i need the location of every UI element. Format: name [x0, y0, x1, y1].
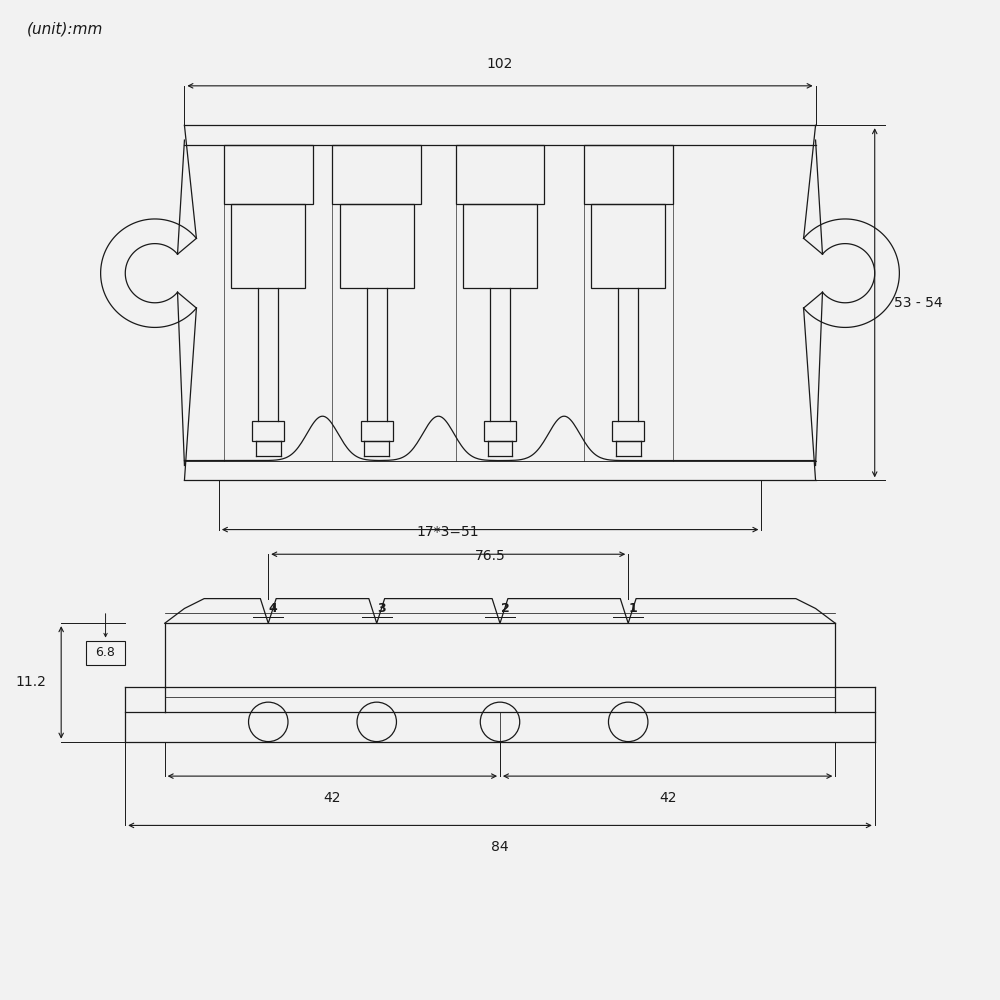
- Text: 3: 3: [377, 602, 386, 615]
- Text: 76.5: 76.5: [475, 549, 506, 563]
- Text: 6.8: 6.8: [96, 646, 115, 659]
- Text: 4: 4: [269, 602, 278, 615]
- Text: 42: 42: [659, 791, 676, 805]
- Text: (unit):mm: (unit):mm: [27, 22, 103, 37]
- Bar: [484, 421, 516, 441]
- Circle shape: [249, 702, 288, 742]
- Bar: [361, 421, 393, 441]
- Text: 53 - 54: 53 - 54: [894, 296, 943, 310]
- Bar: [252, 421, 284, 441]
- Circle shape: [357, 702, 396, 742]
- Circle shape: [480, 702, 520, 742]
- Bar: [340, 204, 414, 288]
- Text: 102: 102: [487, 57, 513, 71]
- Bar: [456, 145, 544, 204]
- Text: 1: 1: [629, 602, 638, 615]
- Bar: [86, 641, 125, 665]
- Bar: [224, 145, 313, 204]
- Bar: [231, 204, 305, 288]
- Bar: [463, 204, 537, 288]
- Bar: [584, 145, 673, 204]
- Bar: [612, 421, 644, 441]
- Text: 42: 42: [324, 791, 341, 805]
- Text: 11.2: 11.2: [16, 675, 46, 689]
- Text: 17*3=51: 17*3=51: [417, 525, 480, 539]
- Bar: [591, 204, 665, 288]
- Circle shape: [608, 702, 648, 742]
- Text: 84: 84: [491, 840, 509, 854]
- Text: 2: 2: [501, 602, 509, 615]
- Bar: [332, 145, 421, 204]
